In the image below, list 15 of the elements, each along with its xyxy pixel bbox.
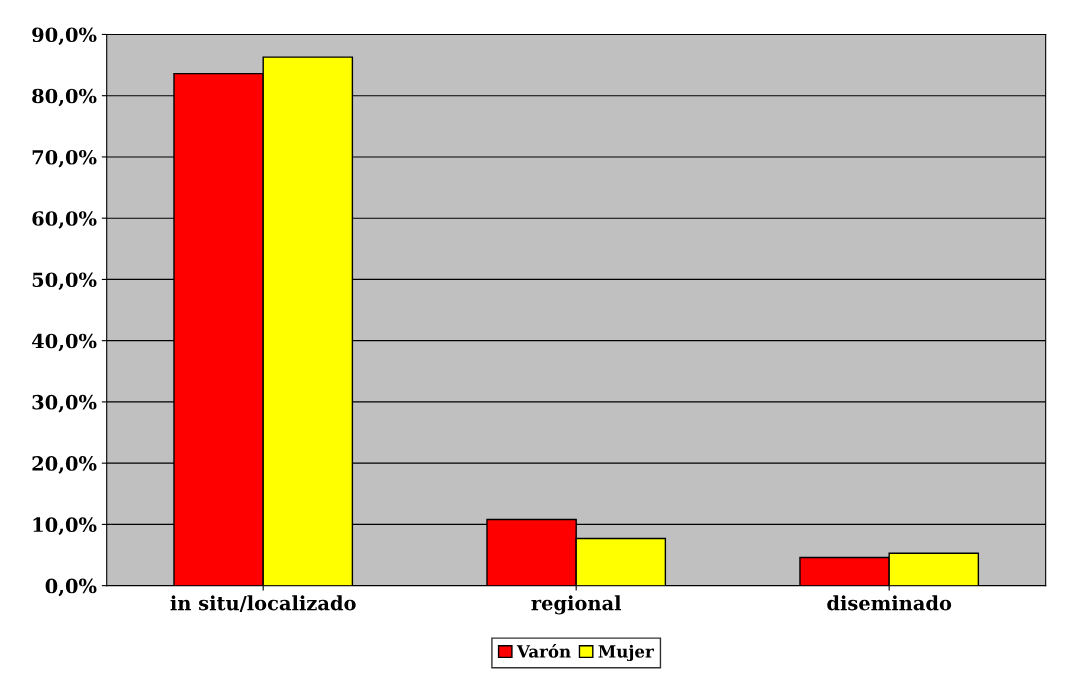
y-tick-label: 10,0% bbox=[33, 517, 97, 535]
y-tick-label: 30,0% bbox=[32, 394, 97, 413]
y-tick-label: 40,0% bbox=[31, 333, 97, 352]
x-tick-label: in situ/localizado bbox=[170, 595, 356, 612]
y-tick-label: 70,0% bbox=[32, 149, 97, 168]
legend-label: Mujer bbox=[598, 644, 654, 662]
y-tick-label: 80,0% bbox=[32, 88, 97, 107]
x-tick-label: diseminado bbox=[827, 595, 952, 611]
x-tick-label: regional bbox=[531, 595, 622, 615]
y-tick-label: 0,0% bbox=[45, 578, 97, 597]
y-tick-label: 90,0% bbox=[32, 27, 97, 46]
y-tick-label: 60,0% bbox=[32, 211, 97, 229]
legend-label: Varón bbox=[516, 644, 571, 658]
y-tick-label: 50,0% bbox=[32, 272, 97, 291]
y-tick-label: 20,0% bbox=[32, 456, 97, 474]
